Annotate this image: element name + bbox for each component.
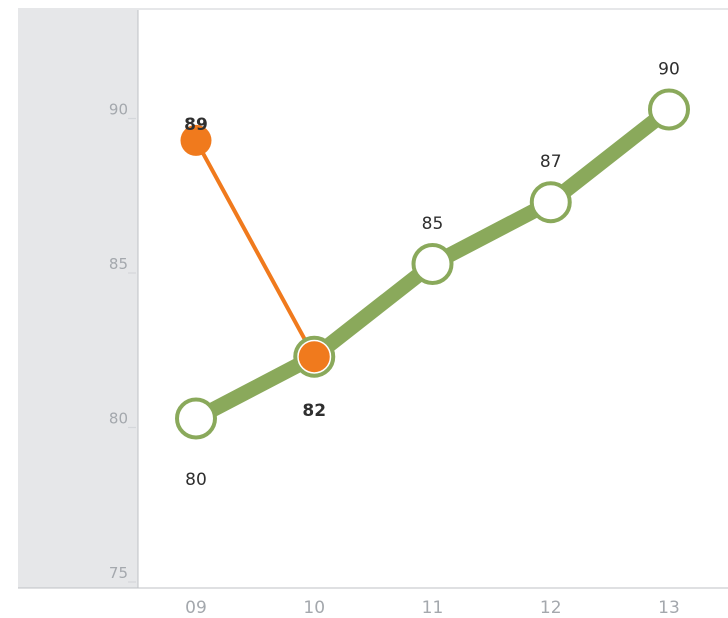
plot-area [138,10,728,588]
green-data-point [529,181,572,224]
data-label: 85 [422,214,444,234]
data-label: 89 [184,115,208,135]
data-label: 80 [185,470,207,490]
green-line-segment [543,102,677,210]
x-tick-label: 09 [185,598,207,618]
data-label: 90 [658,60,680,80]
data-label: 82 [302,401,326,421]
series-group [188,102,677,426]
y-tick-label: 75 [109,564,128,582]
orange-data-point [180,124,212,156]
y-tick-label: 90 [109,101,128,119]
green-line-segment [188,349,322,426]
orange-data-point [298,341,330,373]
green-line-segment [306,256,440,365]
x-axis-ticks: 09 10 11 12 13 [185,598,680,618]
y-tick-label: 80 [109,410,128,428]
x-tick-label: 10 [303,598,325,618]
data-label: 87 [540,152,562,172]
orange-line-segment [194,138,317,359]
y-axis-ticks: 75 80 85 90 [109,101,136,583]
y-tick-label: 85 [109,255,128,273]
green-data-point [411,243,454,285]
x-tick-label: 13 [658,598,680,618]
green-data-point [175,397,217,440]
x-tick-label: 12 [540,598,562,618]
green-line-segment [425,194,559,272]
data-labels: 80 82 85 87 90 89 [184,60,680,491]
x-tick-label: 11 [422,598,444,618]
point-group [175,88,690,440]
green-data-point [648,88,690,131]
